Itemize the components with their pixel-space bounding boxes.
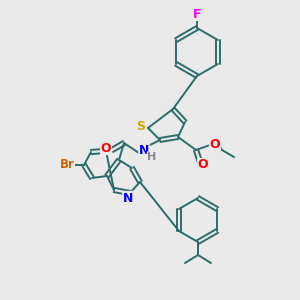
Text: H: H — [147, 152, 157, 162]
Text: N: N — [139, 145, 149, 158]
Text: N: N — [123, 191, 133, 205]
Text: O: O — [101, 142, 111, 154]
Text: O: O — [210, 137, 220, 151]
Text: S: S — [136, 121, 146, 134]
Text: F: F — [193, 8, 201, 20]
Text: Br: Br — [60, 158, 74, 170]
Text: O: O — [198, 158, 208, 172]
